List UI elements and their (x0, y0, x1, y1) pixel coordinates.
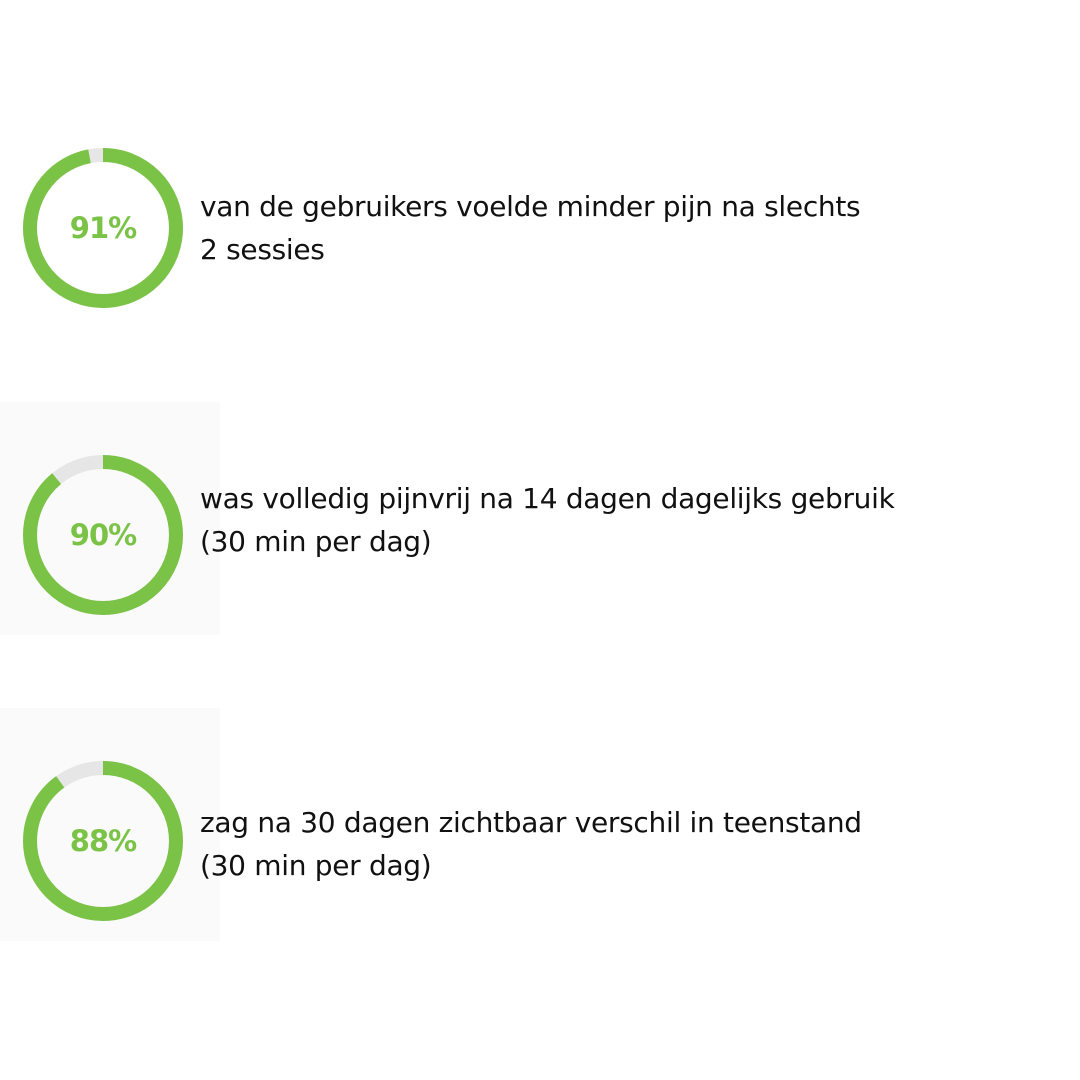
percent-label: 91% (69, 211, 137, 245)
progress-ring (23, 761, 183, 921)
ring-fill (23, 455, 183, 615)
description-line: (30 min per dag) (200, 849, 432, 882)
stat-item: 88% zag na 30 dagen zichtbaar verschil i… (0, 761, 1080, 921)
stat-description: was volledig pijnvrij na 14 dagen dageli… (200, 477, 895, 563)
stat-item: 91% van de gebruikers voelde minder pijn… (0, 148, 1080, 308)
percent-label: 88% (69, 824, 137, 858)
description-line: 2 sessies (200, 233, 325, 266)
progress-ring (23, 455, 183, 615)
description-line: (30 min per dag) (200, 525, 432, 558)
stat-item: 90% was volledig pijnvrij na 14 dagen da… (0, 455, 1080, 615)
description-line: was volledig pijnvrij na 14 dagen dageli… (200, 482, 895, 515)
stat-description: zag na 30 dagen zichtbaar verschil in te… (200, 801, 862, 887)
description-line: van de gebruikers voelde minder pijn na … (200, 190, 861, 223)
ring-fill (23, 148, 183, 308)
stat-description: van de gebruikers voelde minder pijn na … (200, 185, 861, 271)
progress-ring (23, 148, 183, 308)
percent-label: 90% (69, 518, 137, 552)
ring-fill (23, 761, 183, 921)
description-line: zag na 30 dagen zichtbaar verschil in te… (200, 806, 862, 839)
